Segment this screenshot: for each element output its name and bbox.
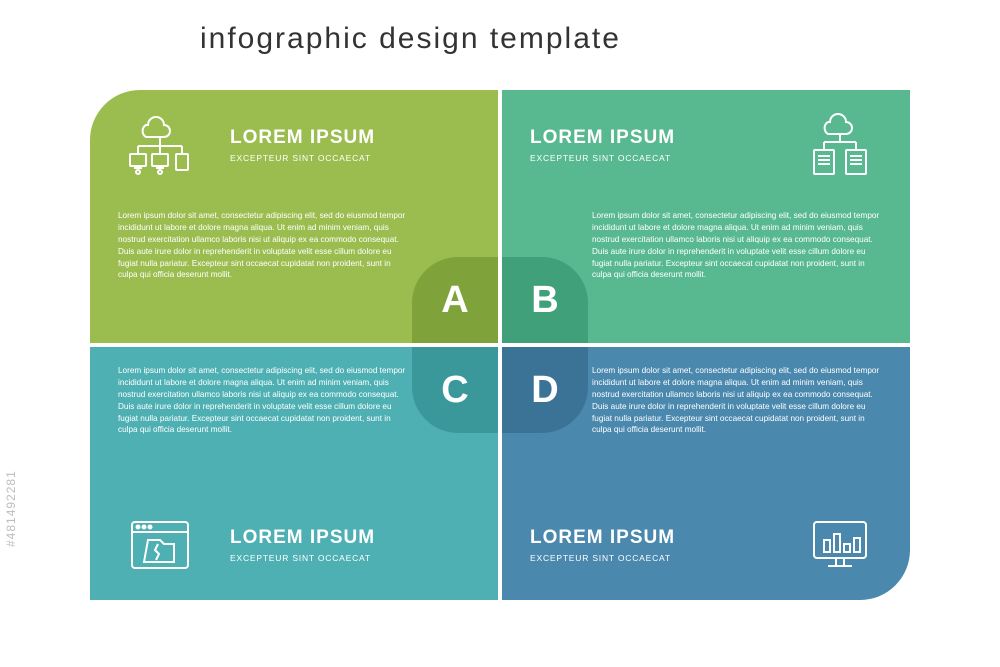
infographic-grid: LOREM IPSUM EXCEPTEUR SINT OCCAECAT Lore… [90, 90, 910, 600]
panel-c: Lorem ipsum dolor sit amet, consectetur … [90, 347, 498, 600]
monitor-chart-icon [770, 510, 910, 580]
panel-a-title: LOREM IPSUM EXCEPTEUR SINT OCCAECAT [230, 127, 498, 163]
panel-c-subtitle: EXCEPTEUR SINT OCCAECAT [230, 553, 498, 563]
browser-broken-icon [90, 510, 230, 580]
panel-c-title: LOREM IPSUM EXCEPTEUR SINT OCCAECAT [230, 527, 498, 563]
panel-b: LOREM IPSUM EXCEPTEUR SINT OCCAECAT [502, 90, 910, 343]
panel-a-heading: LOREM IPSUM [230, 127, 498, 149]
panel-a-header: LOREM IPSUM EXCEPTEUR SINT OCCAECAT [90, 90, 498, 200]
panel-d: Lorem ipsum dolor sit amet, consectetur … [502, 347, 910, 600]
panel-c-body: Lorem ipsum dolor sit amet, consectetur … [118, 365, 408, 436]
panel-d-subtitle: EXCEPTEUR SINT OCCAECAT [530, 553, 770, 563]
panel-b-header: LOREM IPSUM EXCEPTEUR SINT OCCAECAT [502, 90, 910, 200]
panel-d-body: Lorem ipsum dolor sit amet, consectetur … [592, 365, 882, 436]
panel-a: LOREM IPSUM EXCEPTEUR SINT OCCAECAT Lore… [90, 90, 498, 343]
panel-d-header: LOREM IPSUM EXCEPTEUR SINT OCCAECAT [502, 490, 910, 600]
cloud-network-icon [90, 110, 230, 180]
panel-b-title: LOREM IPSUM EXCEPTEUR SINT OCCAECAT [502, 127, 770, 163]
panel-b-subtitle: EXCEPTEUR SINT OCCAECAT [530, 153, 770, 163]
panel-a-subtitle: EXCEPTEUR SINT OCCAECAT [230, 153, 498, 163]
panel-d-heading: LOREM IPSUM [530, 527, 770, 549]
panel-b-body: Lorem ipsum dolor sit amet, consectetur … [592, 210, 882, 281]
panel-b-heading: LOREM IPSUM [530, 127, 770, 149]
panel-a-body: Lorem ipsum dolor sit amet, consectetur … [118, 210, 408, 281]
page-title: infographic design template [200, 22, 621, 56]
panel-c-header: LOREM IPSUM EXCEPTEUR SINT OCCAECAT [90, 490, 498, 600]
watermark: #481492281 [4, 470, 18, 547]
panel-c-heading: LOREM IPSUM [230, 527, 498, 549]
panel-d-title: LOREM IPSUM EXCEPTEUR SINT OCCAECAT [502, 527, 770, 563]
cloud-documents-icon [770, 110, 910, 180]
